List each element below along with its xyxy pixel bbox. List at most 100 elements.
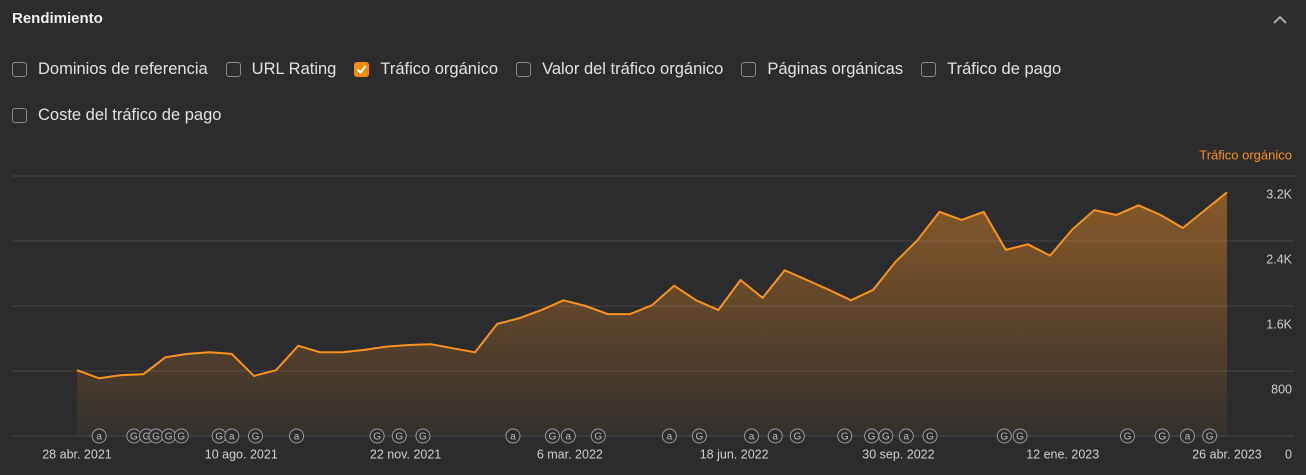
checkbox-label: Tráfico orgánico (380, 59, 499, 78)
x-tick-label: 12 ene. 2023 (1026, 447, 1099, 461)
event-marker-label: G (165, 432, 173, 443)
event-marker (996, 428, 1012, 444)
x-tick-label: 30 sep. 2022 (862, 447, 934, 461)
event-marker-label: a (904, 432, 910, 443)
event-marker (878, 428, 894, 444)
event-marker-label: a (510, 432, 516, 443)
event-marker (789, 428, 805, 444)
event-marker (544, 428, 560, 444)
checkbox-label: Páginas orgánicas (767, 59, 904, 78)
check-mark (357, 64, 367, 74)
checkbox[interactable] (921, 61, 937, 77)
event-marker (1202, 428, 1218, 444)
checkbox[interactable] (225, 61, 241, 77)
checkbox-option[interactable]: Páginas orgánicas (741, 58, 903, 80)
checkbox-label: Valor del tráfico orgánico (542, 59, 724, 78)
checkbox[interactable] (12, 61, 27, 77)
event-marker-label: G (1124, 432, 1132, 443)
y-axis-label: Tráfico orgánico (1199, 147, 1292, 162)
event-marker-label: G (373, 432, 381, 443)
event-marker (837, 428, 853, 444)
y-tick-label: 3.2K (1266, 187, 1292, 201)
x-tick-label: 26 abr. 2023 (1192, 447, 1262, 461)
x-tick-label: 22 nov. 2021 (370, 447, 441, 461)
event-marker (289, 428, 305, 444)
x-tick-label: 10 ago. 2021 (205, 447, 278, 461)
checkbox[interactable] (741, 61, 757, 77)
event-marker (391, 428, 407, 444)
event-marker-label: G (549, 432, 557, 443)
event-marker-label: a (229, 432, 235, 443)
x-tick-label: 28 abr. 2021 (42, 447, 112, 461)
event-marker (369, 428, 385, 444)
event-marker-label: a (96, 432, 102, 443)
collapse-button[interactable] (1270, 10, 1290, 30)
event-marker-label: G (841, 432, 849, 443)
event-marker (248, 428, 264, 444)
event-marker (922, 428, 938, 444)
y-tick-label: 1.6K (1266, 317, 1292, 331)
event-marker-label: G (882, 432, 890, 443)
checkbox-label: Coste del tráfico de pago (38, 105, 222, 124)
event-marker (590, 428, 606, 444)
checkbox-option[interactable]: Tráfico de pago (921, 58, 1061, 80)
metric-options: Dominios de referencia URL Rating Tráfico … (12, 58, 1132, 126)
checkbox[interactable] (12, 107, 27, 123)
y-tick-label: 800 (1271, 382, 1292, 396)
event-marker (661, 428, 677, 444)
x-tick-label: 6 mar. 2022 (537, 447, 603, 461)
checkbox-label: URL Rating (251, 59, 337, 78)
checkbox-option[interactable]: URL Rating (225, 58, 337, 80)
checkbox-option[interactable]: Valor del tráfico orgánico (516, 58, 723, 80)
x-tick-label: 18 jun. 2022 (700, 447, 769, 461)
event-marker-label: a (749, 432, 755, 443)
checkbox-label: Dominios de referencia (38, 59, 208, 78)
y-tick-label: 0 (1285, 447, 1292, 461)
event-marker-label: G (215, 432, 223, 443)
event-marker-label: a (294, 432, 300, 443)
event-marker (744, 428, 760, 444)
event-marker (1154, 428, 1170, 444)
checkbox[interactable] (354, 61, 370, 77)
event-marker (173, 428, 189, 444)
series-line (76, 191, 1228, 380)
event-marker (505, 428, 521, 444)
event-marker (1119, 428, 1135, 444)
event-marker (1012, 428, 1028, 444)
event-marker-label: G (1000, 432, 1008, 443)
checkbox-option[interactable]: Tráfico orgánico (354, 58, 498, 80)
event-marker-label: a (565, 432, 571, 443)
event-marker-label: a (1185, 432, 1191, 443)
event-marker (560, 428, 576, 444)
event-marker-label: a (667, 432, 673, 443)
event-marker (767, 428, 783, 444)
event-marker-label: G (252, 432, 260, 443)
panel-title: Rendimiento (12, 10, 103, 27)
event-marker-label: G (419, 432, 427, 443)
event-marker-label: G (143, 432, 151, 443)
event-marker-label: G (1206, 432, 1214, 443)
event-marker (415, 428, 431, 444)
event-marker (691, 428, 707, 444)
event-marker-label: G (177, 432, 185, 443)
checkbox-option[interactable]: Coste del tráfico de pago (12, 104, 221, 126)
event-marker-label: a (772, 432, 778, 443)
event-marker (898, 428, 914, 444)
y-tick-label: 2.4K (1266, 252, 1292, 266)
checkbox[interactable] (516, 61, 532, 77)
checkbox-option[interactable]: Dominios de referencia (12, 58, 208, 80)
event-marker-label: G (926, 432, 934, 443)
event-marker-label: G (868, 432, 876, 443)
event-marker-label: G (152, 432, 160, 443)
event-marker-label: G (695, 432, 703, 443)
event-marker-label: G (130, 432, 138, 443)
event-marker (224, 428, 240, 444)
area-fill (77, 192, 1227, 436)
event-marker (91, 428, 107, 444)
event-marker-label: G (594, 432, 602, 443)
event-marker-label: G (1016, 432, 1024, 443)
event-marker-label: G (395, 432, 403, 443)
